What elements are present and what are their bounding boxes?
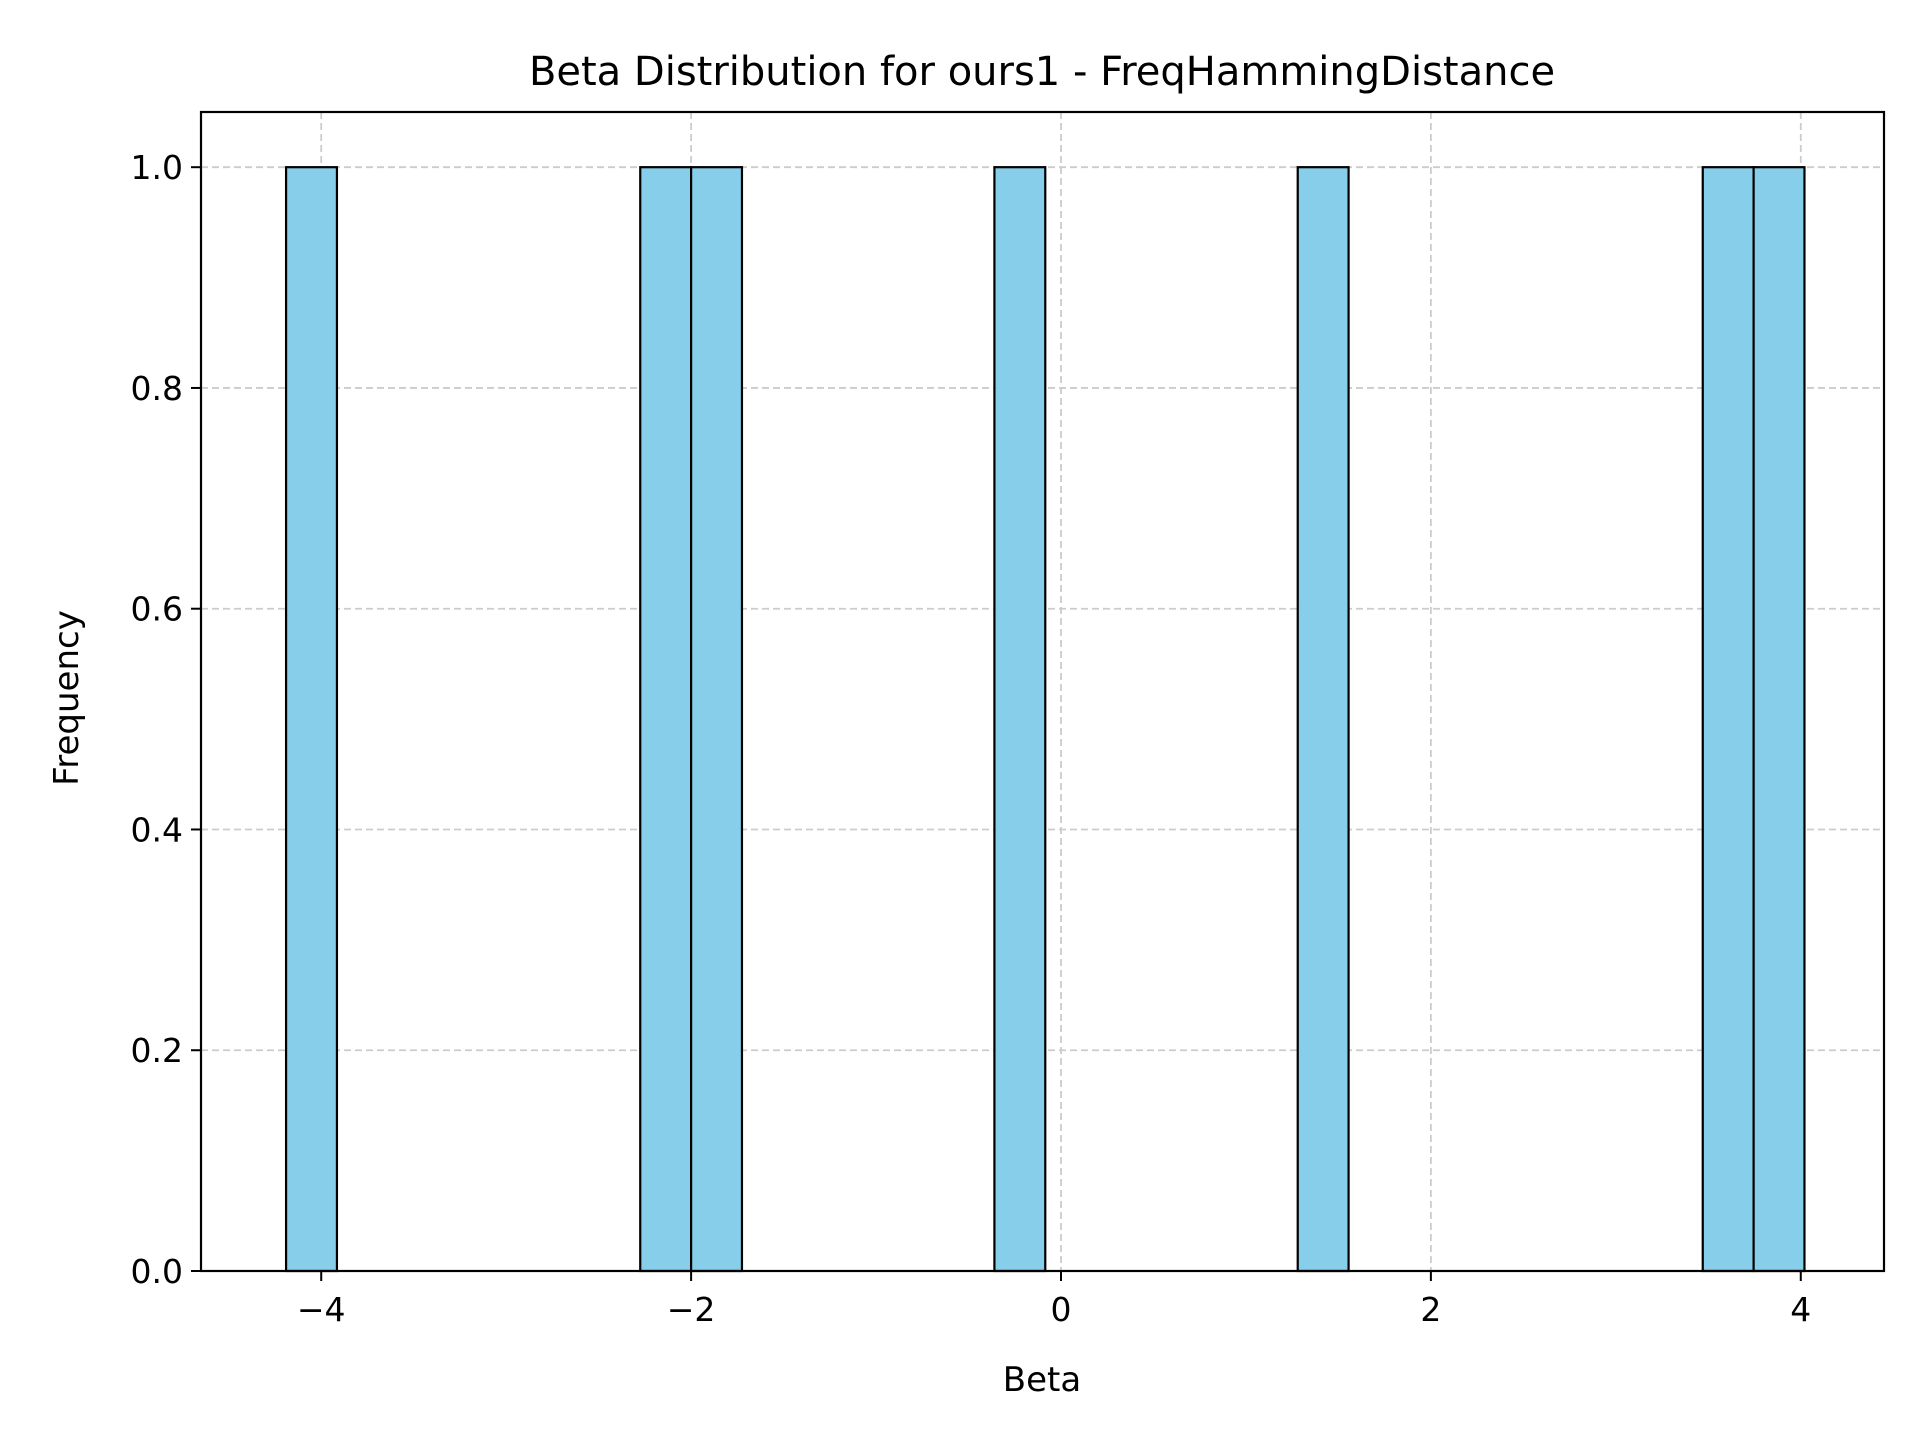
y-tick-label: 0.0 <box>131 1252 183 1291</box>
plot-frame <box>199 110 1886 1273</box>
x-tick-label: 2 <box>1420 1290 1441 1329</box>
y-tick-label: 0.6 <box>131 590 183 629</box>
y-tick-label: 0.8 <box>131 369 183 408</box>
histogram-bar <box>1701 166 1755 1273</box>
histogram-bars <box>284 166 1806 1273</box>
x-tick-label: −4 <box>297 1290 346 1329</box>
x-tick-label: 0 <box>1050 1290 1071 1329</box>
y-tick-label: 0.4 <box>131 810 183 849</box>
y-tick-label: 1.0 <box>131 148 183 187</box>
histogram-bar <box>690 166 744 1273</box>
x-tick-label: −2 <box>667 1290 716 1329</box>
histogram-bar <box>284 166 339 1273</box>
histogram-bar <box>639 166 693 1273</box>
chart-title: Beta Distribution for ours1 - FreqHammin… <box>529 49 1555 95</box>
y-axis-ticks: 0.0 0.2 0.4 0.6 0.8 1.0 <box>131 148 201 1291</box>
y-tick-label: 0.2 <box>131 1031 183 1070</box>
x-axis-ticks: −4 −2 0 2 4 <box>297 1271 1811 1329</box>
y-axis-label: Frequency <box>47 610 87 786</box>
x-tick-label: 4 <box>1790 1290 1811 1329</box>
histogram-bar <box>993 166 1047 1273</box>
x-axis-label: Beta <box>1003 1360 1081 1400</box>
histogram-bar <box>1296 166 1350 1273</box>
histogram-bar <box>1752 166 1806 1273</box>
